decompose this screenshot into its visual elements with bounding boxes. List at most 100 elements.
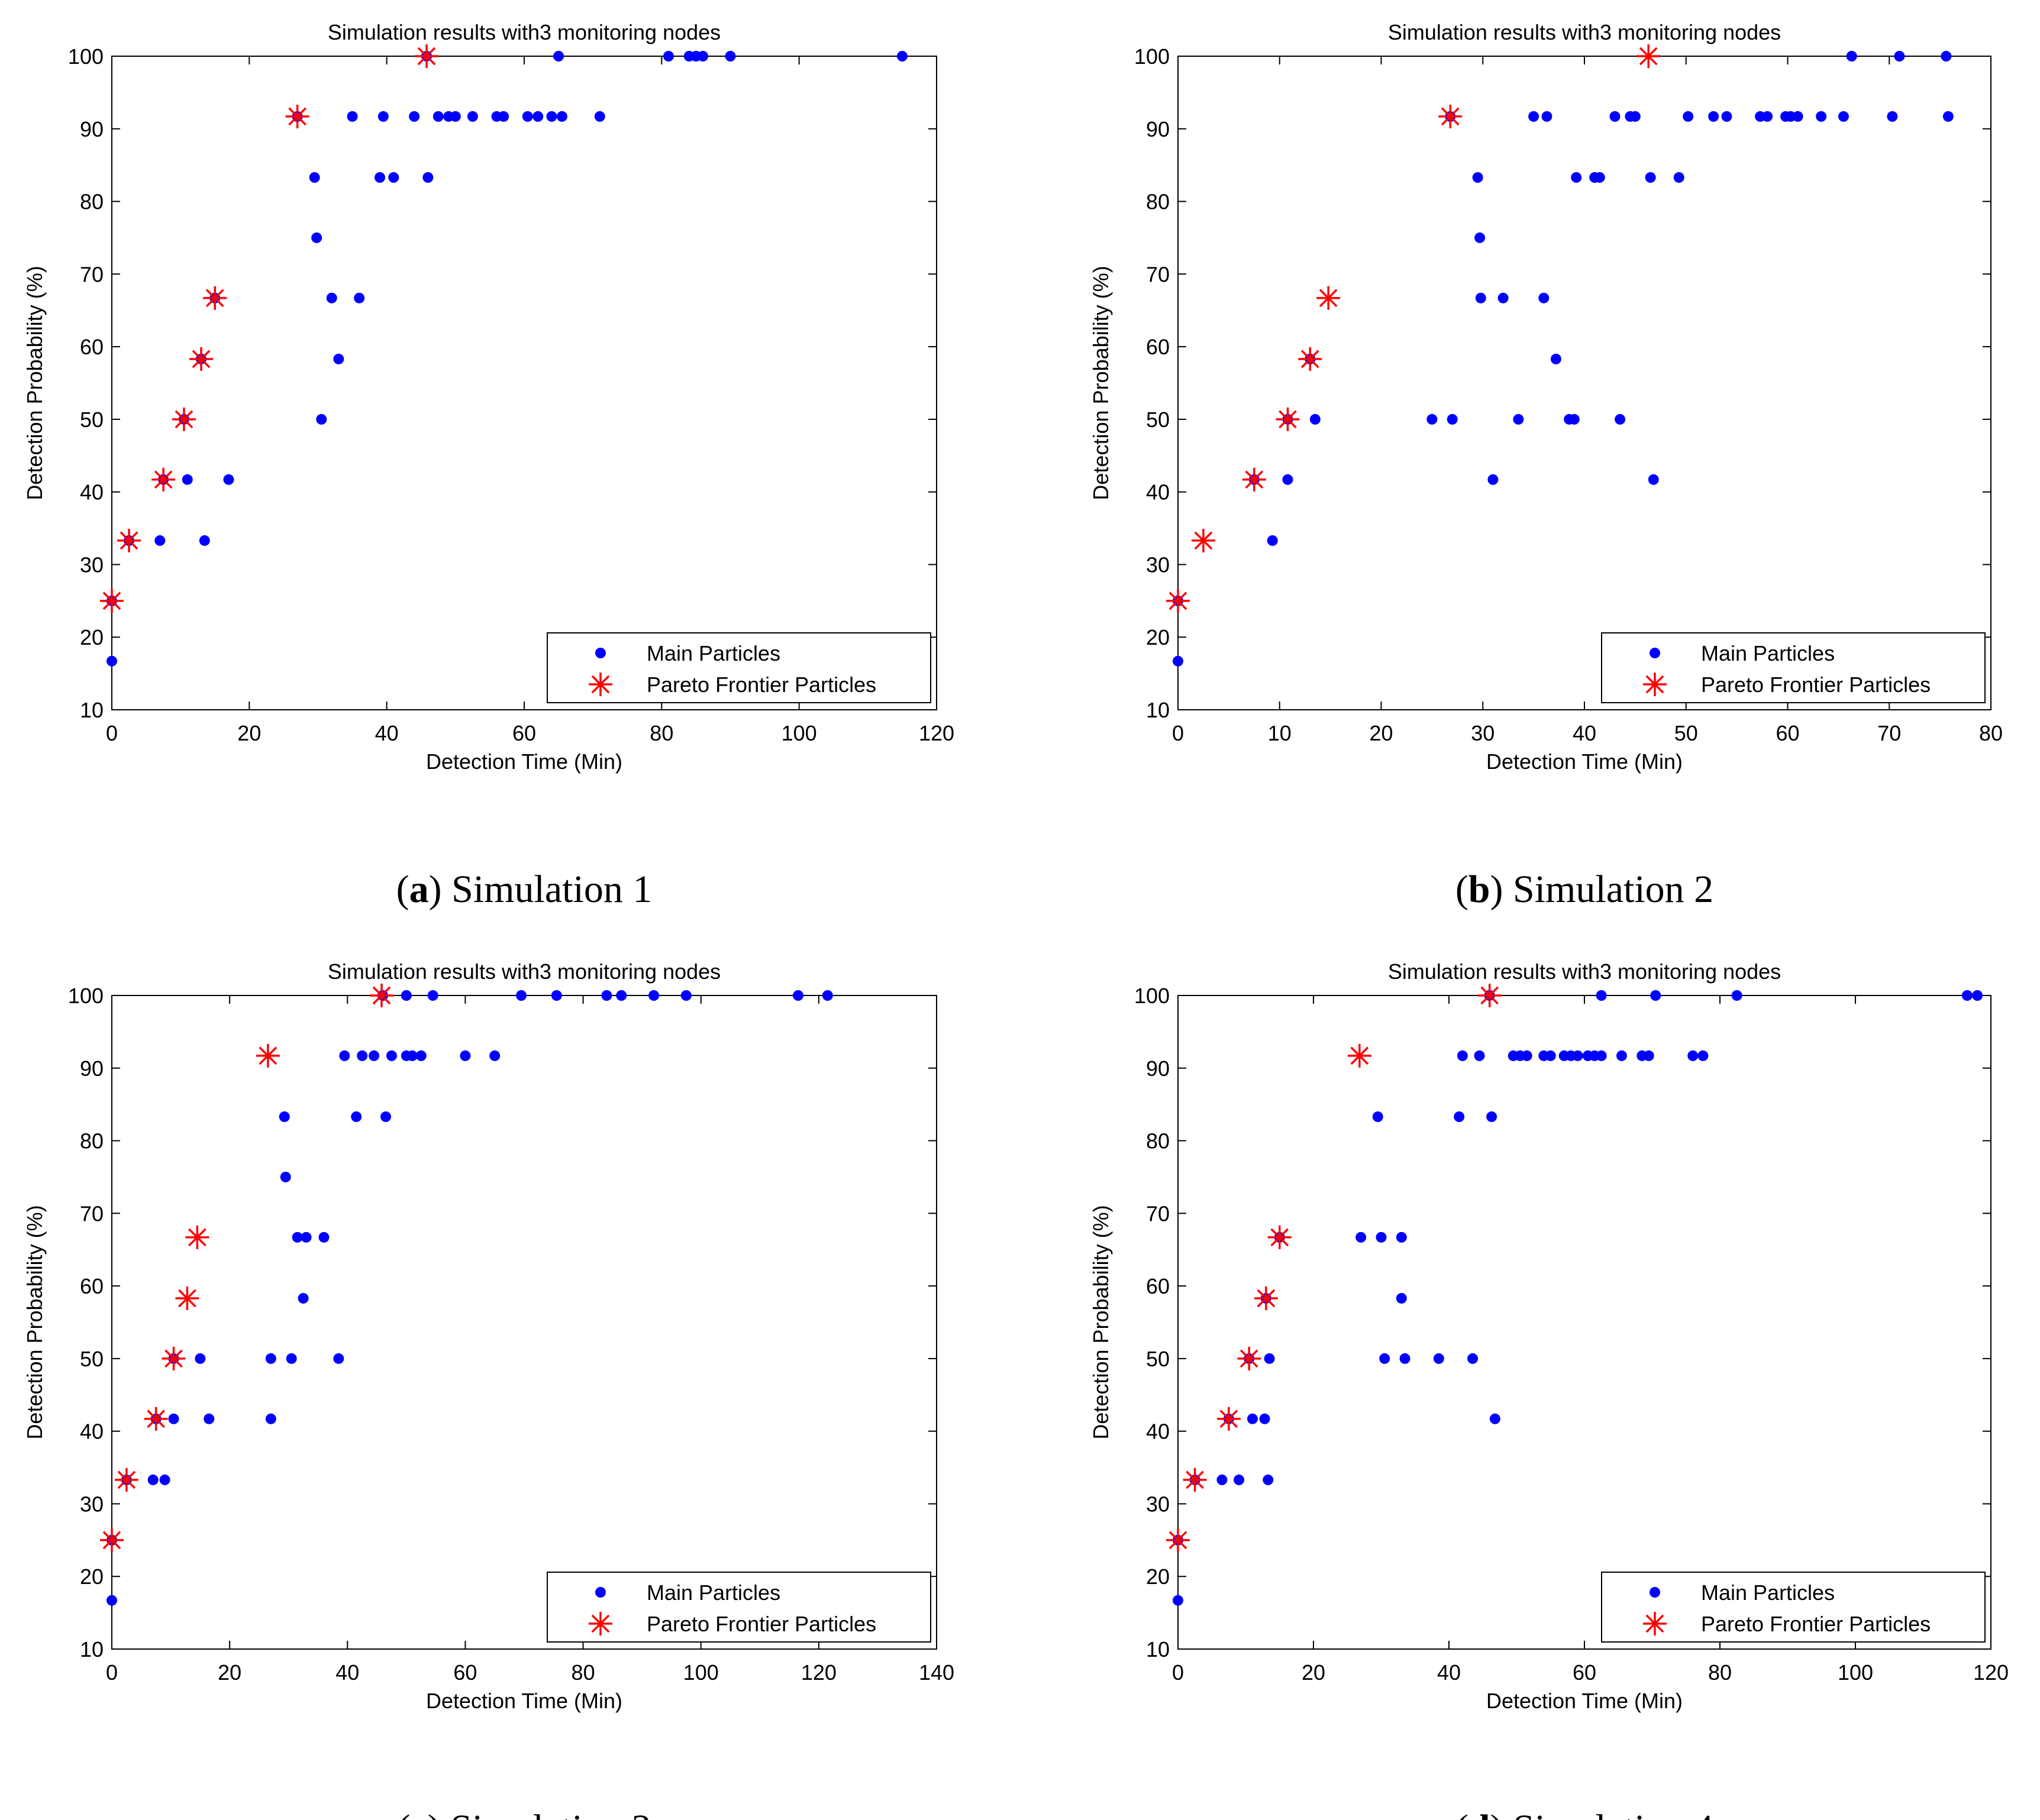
main-particle-point bbox=[648, 990, 660, 1001]
plot-frame bbox=[1177, 56, 1991, 710]
pareto-particle-point bbox=[1166, 589, 1190, 613]
main-particle-point bbox=[1616, 1050, 1627, 1061]
subfigure-caption: (d) Simulation 4 bbox=[1455, 1807, 1713, 1820]
main-particle-point bbox=[422, 172, 434, 183]
pareto-particle-point bbox=[256, 1043, 280, 1068]
x-axis-label: Detection Time (Min) bbox=[426, 1689, 622, 1713]
main-particle-point bbox=[147, 1474, 159, 1485]
main-particle-point bbox=[159, 1474, 170, 1485]
x-tick-label: 40 bbox=[375, 721, 399, 745]
main-particle-point bbox=[460, 1050, 471, 1061]
main-particle-point bbox=[1263, 1474, 1274, 1485]
pareto-particle-point bbox=[1166, 1528, 1190, 1552]
pareto-frontier-series bbox=[1166, 984, 1502, 1552]
main-particle-point bbox=[1216, 1474, 1228, 1485]
main-particle-point bbox=[1894, 51, 1905, 62]
main-particle-point bbox=[1596, 990, 1607, 1001]
x-tick-label: 40 bbox=[335, 1660, 359, 1685]
main-particle-point bbox=[1433, 1353, 1444, 1364]
pareto-particle-point bbox=[162, 1346, 186, 1370]
main-particle-point bbox=[546, 111, 557, 122]
y-tick-label: 40 bbox=[80, 480, 104, 505]
main-particle-point bbox=[1687, 1050, 1699, 1061]
x-tick-label: 80 bbox=[572, 1660, 595, 1685]
pareto-particle-point bbox=[114, 1467, 138, 1492]
main-particle-point bbox=[1234, 1474, 1245, 1485]
main-particle-point bbox=[1571, 172, 1582, 183]
pareto-particle-point bbox=[117, 528, 141, 552]
main-particle-point bbox=[1961, 990, 1973, 1001]
main-particle-point bbox=[195, 1353, 206, 1364]
x-tick-label: 120 bbox=[919, 721, 954, 745]
main-particle-point bbox=[516, 990, 527, 1001]
y-axis-label: Detection Probability (%) bbox=[1089, 266, 1113, 500]
y-tick-label: 60 bbox=[1146, 335, 1170, 359]
y-tick-label: 60 bbox=[80, 335, 104, 359]
main-particle-point bbox=[168, 1413, 179, 1424]
x-tick-label: 20 bbox=[1369, 721, 1393, 745]
y-tick-label: 70 bbox=[1146, 1201, 1170, 1226]
y-tick-label: 70 bbox=[80, 262, 104, 286]
pareto-particle-point bbox=[285, 104, 309, 128]
main-particle-point bbox=[286, 1353, 297, 1364]
x-tick-label: 120 bbox=[801, 1660, 837, 1685]
y-tick-label: 10 bbox=[80, 1637, 104, 1661]
legend-box bbox=[547, 1572, 931, 1643]
pareto-particle-point bbox=[1636, 44, 1661, 68]
main-particle-point bbox=[386, 1050, 397, 1061]
panel-b: Simulation results with3 monitoring node… bbox=[1089, 20, 2003, 911]
main-particle-point bbox=[1173, 655, 1183, 667]
y-tick-label: 10 bbox=[1146, 698, 1170, 722]
main-particle-point bbox=[1467, 1353, 1479, 1364]
x-tick-label: 30 bbox=[1471, 721, 1495, 745]
main-particle-point bbox=[280, 1171, 291, 1182]
main-particle-point bbox=[1309, 413, 1321, 425]
y-tick-label: 100 bbox=[68, 984, 104, 1008]
pareto-particle-point bbox=[1298, 347, 1322, 371]
x-tick-label: 0 bbox=[106, 721, 118, 745]
legend: Main Particles Pareto Frontier Particles bbox=[1601, 632, 1986, 703]
y-axis-label: Detection Probability (%) bbox=[22, 1205, 47, 1439]
main-particle-point bbox=[1972, 990, 1983, 1001]
main-particle-point bbox=[1372, 1111, 1383, 1123]
main-particle-point bbox=[182, 474, 193, 485]
plot-frame bbox=[111, 995, 937, 1650]
main-particle-point bbox=[467, 111, 478, 122]
main-particle-point bbox=[1541, 111, 1552, 122]
plot-frame bbox=[111, 56, 937, 710]
pareto-particle-point bbox=[151, 467, 176, 492]
main-particle-point bbox=[357, 1050, 368, 1061]
main-particle-point bbox=[1816, 111, 1827, 122]
legend-label-main: Main Particles bbox=[647, 641, 780, 665]
x-tick-label: 60 bbox=[1776, 721, 1799, 745]
main-particle-point bbox=[199, 535, 210, 546]
main-particle-point bbox=[154, 535, 166, 546]
pareto-particle-point bbox=[415, 44, 439, 68]
main-particle-point bbox=[896, 51, 908, 62]
legend-label-main: Main Particles bbox=[1701, 1580, 1835, 1605]
main-particle-point bbox=[595, 1587, 606, 1598]
x-tick-label: 120 bbox=[1973, 1660, 2009, 1685]
y-tick-label: 80 bbox=[80, 1129, 104, 1153]
pareto-particle-point bbox=[1347, 1043, 1371, 1068]
main-particle-point bbox=[1497, 292, 1509, 303]
main-particle-point bbox=[409, 111, 420, 122]
main-particle-point bbox=[333, 353, 344, 364]
pareto-particle-point bbox=[1254, 1286, 1278, 1310]
x-axis-label: Detection Time (Min) bbox=[426, 749, 622, 774]
main-particle-point bbox=[388, 172, 399, 183]
main-particle-point bbox=[415, 1050, 427, 1061]
main-particle-point bbox=[1528, 111, 1539, 122]
pareto-particle-point bbox=[589, 673, 612, 696]
main-particle-point bbox=[316, 413, 327, 425]
main-particle-point bbox=[223, 474, 234, 485]
main-particle-point bbox=[793, 990, 804, 1001]
main-particle-point bbox=[298, 1292, 309, 1304]
y-axis-label: Detection Probability (%) bbox=[1089, 1205, 1113, 1439]
main-particle-point bbox=[1379, 1353, 1390, 1364]
pareto-particle-point bbox=[370, 984, 394, 1007]
main-particle-point bbox=[1838, 111, 1849, 122]
y-tick-label: 80 bbox=[1146, 1129, 1170, 1153]
x-tick-label: 50 bbox=[1674, 721, 1698, 745]
main-particle-point bbox=[265, 1353, 276, 1364]
